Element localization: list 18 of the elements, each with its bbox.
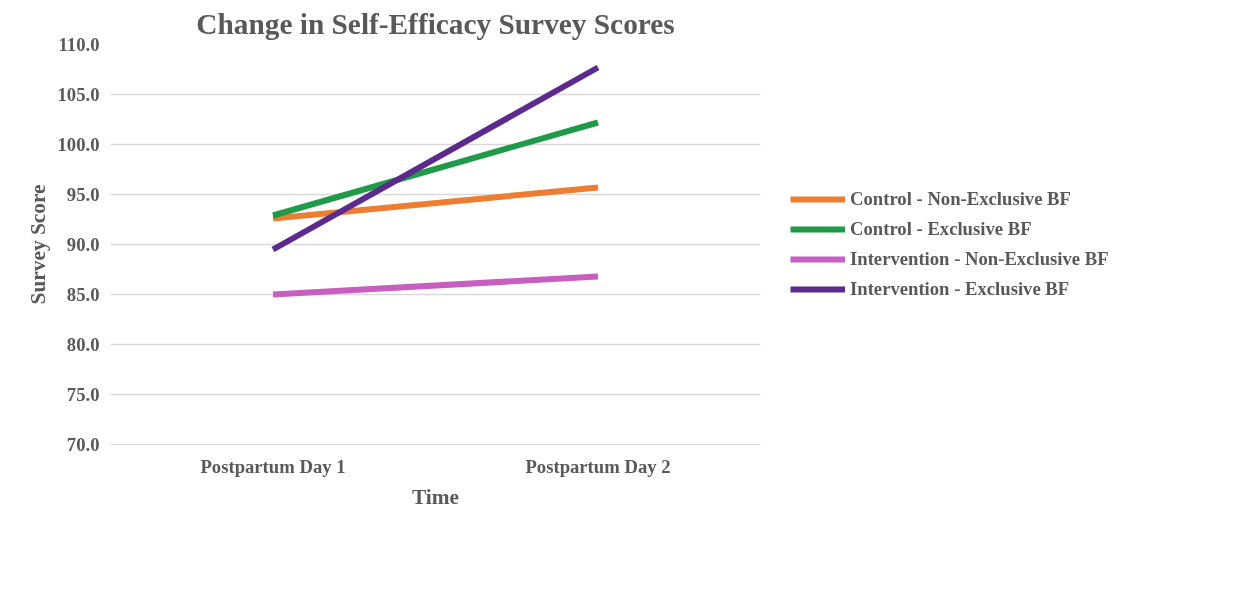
- legend-label: Intervention - Exclusive BF: [850, 278, 1070, 300]
- y-tick-label: 100.0: [57, 134, 100, 155]
- y-axis-title: Survey Score: [25, 184, 50, 305]
- y-tick-label: 85.0: [66, 284, 100, 305]
- chart-title: Change in Self-Efficacy Survey Scores: [196, 7, 675, 40]
- y-tick-label: 110.0: [58, 34, 100, 55]
- x-axis-title: Time: [412, 484, 459, 509]
- y-tick-label: 90.0: [66, 234, 100, 255]
- x-tick-label: Postpartum Day 2: [525, 455, 671, 477]
- legend-label: Control - Non-Exclusive BF: [850, 188, 1071, 210]
- y-tick-label: 70.0: [66, 434, 100, 455]
- y-tick-label: 95.0: [66, 184, 100, 205]
- x-tick-label: Postpartum Day 1: [200, 455, 346, 477]
- y-tick-label: 75.0: [66, 384, 100, 405]
- y-tick-label: 80.0: [66, 334, 100, 355]
- legend-label: Control - Exclusive BF: [850, 218, 1032, 240]
- legend-label: Intervention - Non-Exclusive BF: [850, 248, 1109, 270]
- y-tick-label: 105.0: [57, 84, 100, 105]
